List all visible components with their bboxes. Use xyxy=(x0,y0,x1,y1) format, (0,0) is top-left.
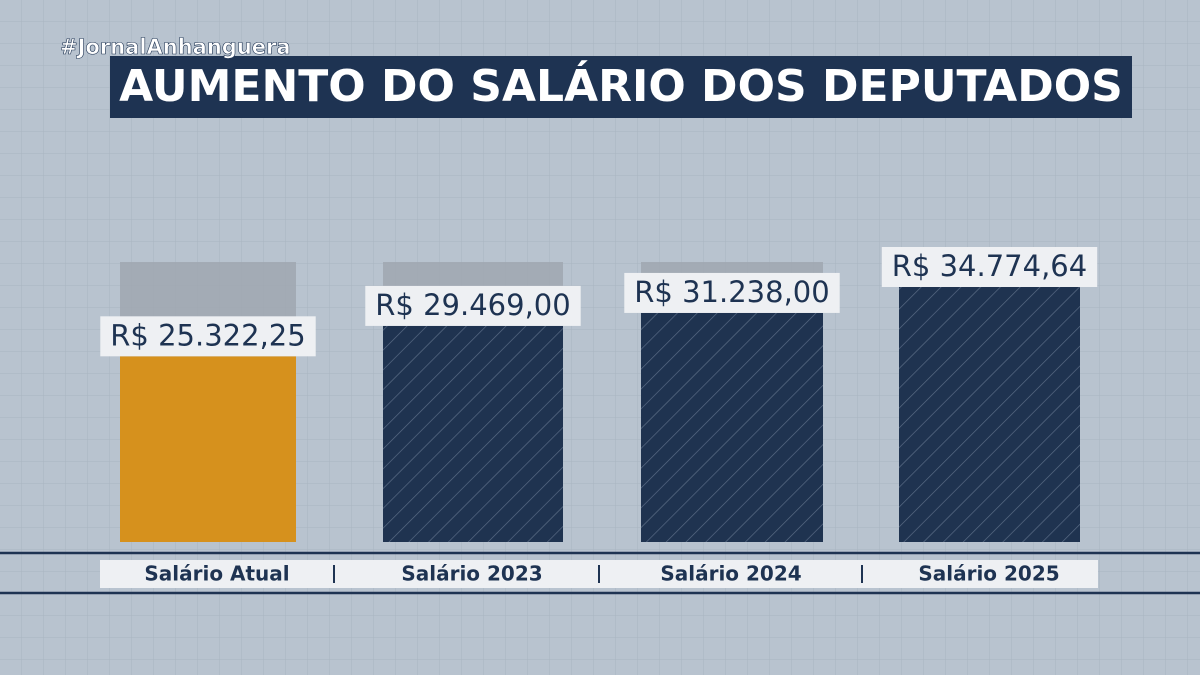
value-label: R$ 31.238,00 xyxy=(634,275,829,309)
x-tick-label: Salário 2024 xyxy=(660,562,801,586)
value-label-box xyxy=(624,272,840,313)
value-label: R$ 29.469,00 xyxy=(375,288,570,322)
x-tick-label: Salário 2025 xyxy=(918,562,1059,586)
value-label: R$ 34.774,64 xyxy=(892,249,1087,283)
value-label-box xyxy=(365,285,581,326)
chart-title: AUMENTO DO SALÁRIO DOS DEPUTADOS xyxy=(119,59,1123,112)
separators xyxy=(333,565,863,583)
hashtag: #JornalAnhanguera xyxy=(60,35,291,59)
value-label-box xyxy=(881,247,1098,287)
bar-hatch xyxy=(641,312,823,542)
bar xyxy=(120,356,296,542)
value-label: R$ 25.322,25 xyxy=(110,318,305,352)
value-label-box xyxy=(100,316,316,357)
bar-hatch xyxy=(899,287,1080,542)
x-tick-label: Salário 2023 xyxy=(401,562,542,586)
bar-hatch xyxy=(383,325,563,542)
x-tick-label: Salário Atual xyxy=(144,562,289,586)
title-box xyxy=(110,56,1132,118)
